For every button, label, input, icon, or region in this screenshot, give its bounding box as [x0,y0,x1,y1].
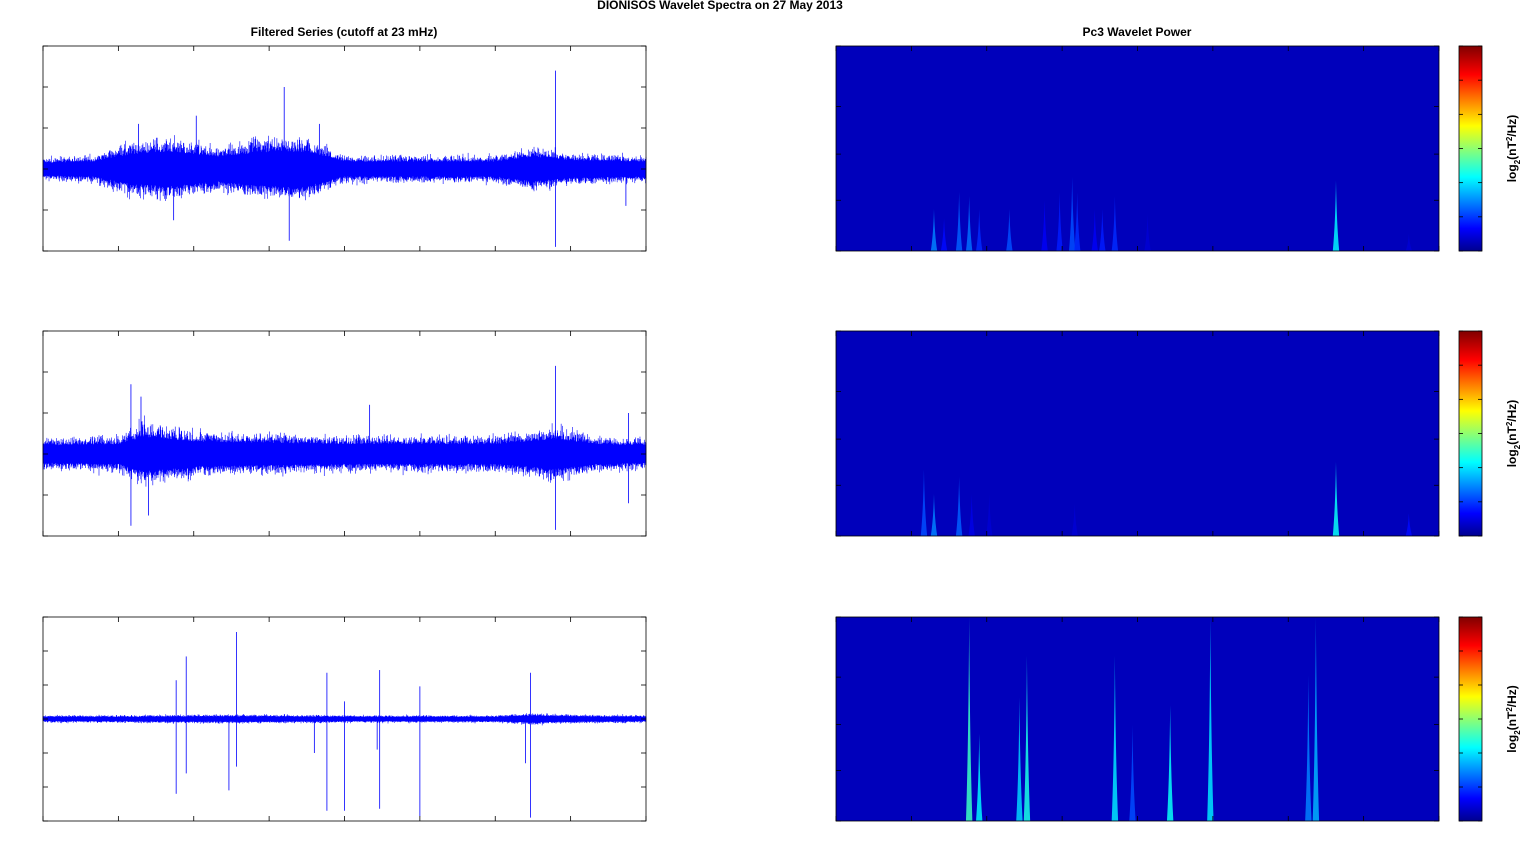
colorbar-label-part: 2 [1505,707,1514,712]
colorbar-label-part: 2 [1513,444,1522,449]
colorbar-label-part: (nT [1505,141,1519,160]
power-burst [1068,177,1076,251]
power-burst [920,469,928,536]
colorbar-label-part: 2 [1505,136,1514,141]
power-burst [1056,192,1063,251]
power-burst [968,494,975,536]
panel-z-series [42,616,647,822]
power-burst [1332,462,1340,536]
colorbar-label-part: /Hz) [1505,115,1519,137]
power-burst [1111,655,1119,821]
panel-x-wavelet: log2(nT2/Hz) [835,45,1522,252]
left-column-title: Filtered Series (cutoff at 23 mHz) [251,25,438,39]
colorbar-label-part: /Hz) [1505,685,1519,707]
power-burst [1312,617,1320,821]
power-burst [1166,705,1174,821]
heatmap-background [836,617,1439,821]
colorbar-label: log2(nT2/Hz) [1505,400,1522,468]
colorbar-label-part: log [1505,735,1519,753]
colorbar-label-part: (nT [1505,426,1519,445]
power-burst [1023,655,1031,821]
colorbar-label-part: 2 [1505,421,1514,426]
power-burst [1405,233,1413,251]
right-column-title: Pc3 Wavelet Power [1083,25,1192,39]
panel-x-series [42,45,647,252]
colorbar-label-part: log [1505,449,1519,467]
power-burst [976,733,983,821]
power-burst [1207,617,1214,821]
colorbar-label-part: /Hz) [1505,400,1519,422]
power-burst [1016,697,1023,821]
power-burst [1405,513,1413,536]
power-burst [1091,209,1098,251]
power-burst [1332,180,1340,251]
panel-y-series [42,330,647,537]
colorbar-label-part: 2 [1513,730,1522,735]
power-burst [1074,192,1081,251]
colorbar-label: log2(nT2/Hz) [1505,115,1522,183]
power-burst [965,617,973,821]
power-burst [1006,209,1013,251]
power-burst [986,494,993,536]
colorbar-label-part: 2 [1513,159,1522,164]
plot-area [43,331,646,536]
power-burst [930,494,938,536]
power-burst [1144,213,1151,251]
panels: log2(nT2/Hz)log2(nT2/Hz)log2(nT2/Hz) [42,45,1522,822]
power-burst [955,192,963,251]
heatmap-background [836,331,1439,536]
power-burst [1111,196,1119,251]
power-burst [930,209,938,251]
panel-y-wavelet: log2(nT2/Hz) [835,330,1522,537]
power-burst [940,218,948,251]
figure-title: DIONISOS Wavelet Spectra on 27 May 2013 [597,0,843,12]
power-burst [1305,675,1312,821]
power-burst [1099,209,1106,251]
panel-z-wavelet: log2(nT2/Hz) [835,616,1522,822]
power-burst [976,209,983,251]
power-burst [965,196,973,251]
colorbar-label: log2(nT2/Hz) [1505,685,1522,753]
power-burst [1129,724,1136,821]
heatmap-background [836,46,1439,251]
power-burst [955,477,963,536]
colorbar-label-part: (nT [1505,711,1519,730]
power-burst [1071,503,1078,536]
colorbar-label-part: log [1505,164,1519,182]
power-burst [1041,200,1048,251]
